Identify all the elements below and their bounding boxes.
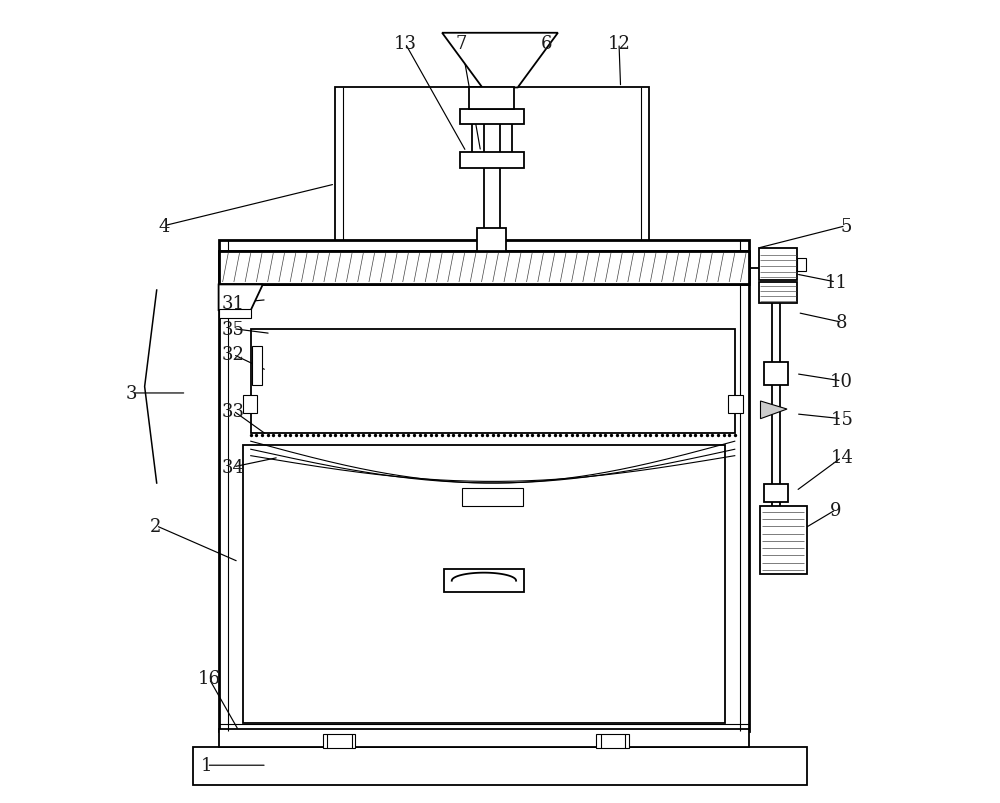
Text: 32: 32 <box>222 346 245 364</box>
Bar <box>219 309 251 319</box>
Text: 4: 4 <box>158 218 170 235</box>
Bar <box>462 488 523 506</box>
Polygon shape <box>442 34 558 88</box>
Bar <box>335 88 649 241</box>
Bar <box>596 734 629 748</box>
Polygon shape <box>760 402 787 419</box>
Bar <box>460 153 524 169</box>
Text: 10: 10 <box>830 373 853 390</box>
Bar <box>460 110 524 124</box>
Polygon shape <box>219 285 263 311</box>
Text: 6: 6 <box>541 35 552 53</box>
Bar <box>219 241 749 731</box>
Bar <box>219 729 749 747</box>
Text: 8: 8 <box>836 314 847 332</box>
Bar <box>219 251 749 285</box>
Text: 33: 33 <box>222 402 245 420</box>
Bar <box>728 396 743 414</box>
Text: 35: 35 <box>222 320 245 338</box>
Bar <box>760 506 807 574</box>
Bar <box>252 347 262 385</box>
Text: 13: 13 <box>394 35 417 53</box>
Text: 2: 2 <box>150 517 162 535</box>
Bar <box>764 484 788 502</box>
Bar <box>477 229 506 251</box>
Text: 34: 34 <box>222 459 245 476</box>
Bar <box>759 283 797 304</box>
Text: 15: 15 <box>830 410 853 428</box>
Bar <box>243 396 257 414</box>
Bar <box>797 259 806 271</box>
Bar <box>469 88 514 110</box>
Bar <box>251 329 735 434</box>
Bar <box>193 747 807 785</box>
Text: 11: 11 <box>825 274 848 291</box>
Bar <box>764 363 788 385</box>
Text: 31: 31 <box>222 295 245 312</box>
Text: 3: 3 <box>126 385 138 402</box>
Text: 12: 12 <box>608 35 630 53</box>
Bar <box>444 570 524 593</box>
Bar <box>243 446 725 723</box>
Text: 5: 5 <box>840 218 851 235</box>
Bar <box>759 249 797 281</box>
Text: 1: 1 <box>201 756 212 774</box>
Text: 14: 14 <box>830 449 853 467</box>
Text: 16: 16 <box>197 670 220 687</box>
Bar <box>323 734 355 748</box>
Text: 9: 9 <box>830 501 842 519</box>
Text: 7: 7 <box>456 35 467 53</box>
